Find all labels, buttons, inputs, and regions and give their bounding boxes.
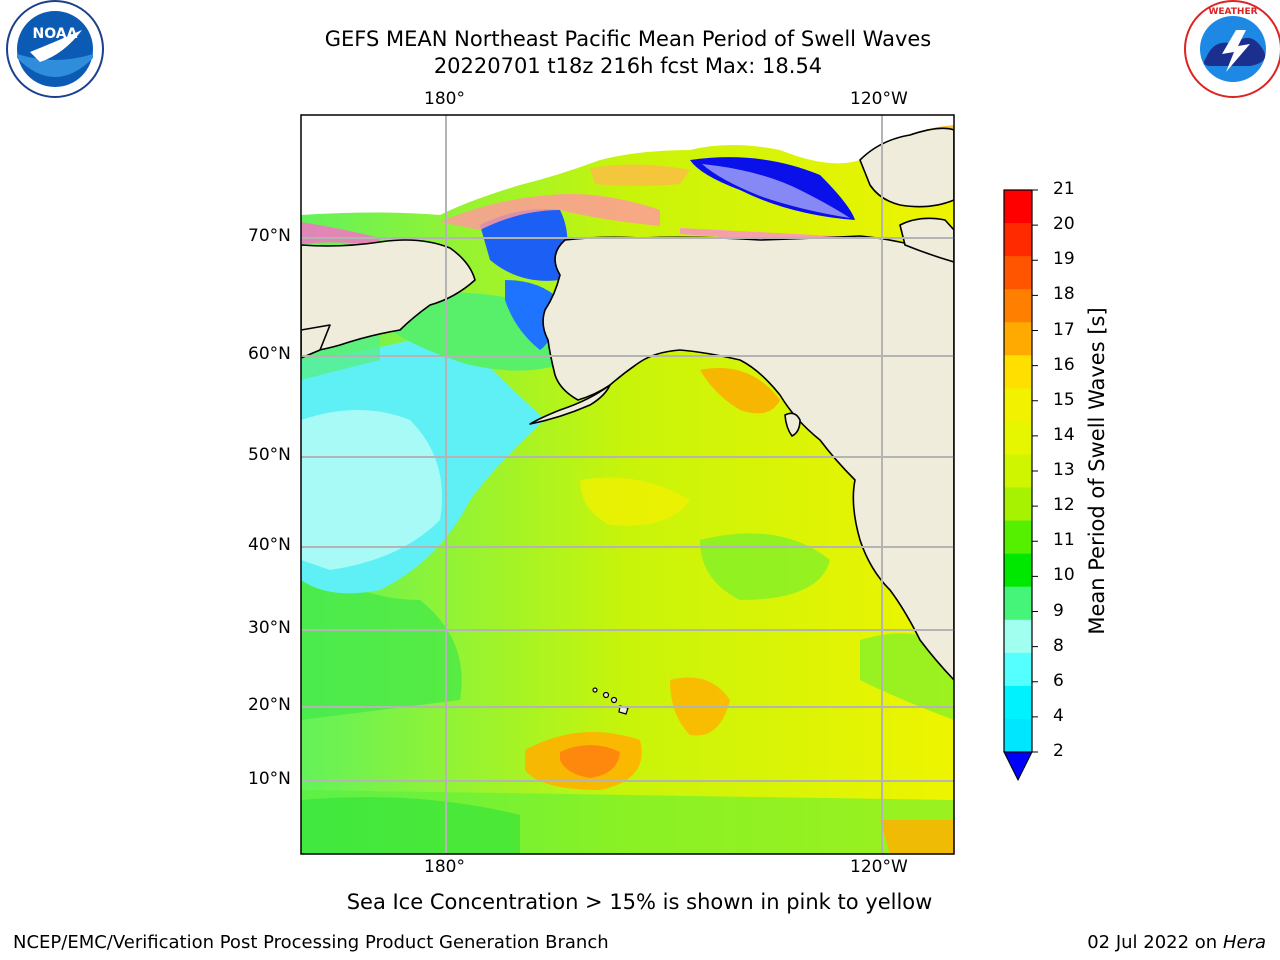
land-masses: [301, 127, 954, 681]
lon-label-top-120w: 120°W: [850, 89, 908, 109]
colorbar-segment: [1004, 553, 1032, 588]
lat-label-30n: 30°N: [248, 618, 291, 638]
colorbar-segment: [1004, 388, 1032, 422]
colorbar-tick-label: 21: [1053, 179, 1075, 199]
colorbar-segment: [1004, 685, 1032, 720]
colorbar-tick-label: 16: [1053, 354, 1075, 375]
noaa-logo: NOAA: [6, 0, 104, 98]
lat-label-40n: 40°N: [248, 535, 291, 555]
colorbar-tick-label: 12: [1053, 495, 1075, 516]
colorbar-segment: [1004, 619, 1032, 654]
map-frame: [300, 114, 955, 855]
colorbar-tick-label: 8: [1053, 635, 1064, 656]
colorbar-tick-label: 11: [1053, 530, 1075, 551]
lon-label-bottom-120w: 120°W: [850, 857, 908, 877]
lon-label-bottom-180: 180°: [424, 857, 465, 877]
colorbar-tick-label: 19: [1053, 249, 1075, 270]
colorbar-segment: [1004, 454, 1032, 489]
footer-date: 02 Jul 2022 on Hera: [1087, 932, 1266, 953]
colorbar: [1003, 189, 1038, 782]
colorbar-tick-label: 9: [1053, 600, 1064, 621]
colorbar-tick-label: 4: [1053, 705, 1064, 726]
lat-label-10n: 10°N: [248, 769, 291, 789]
map-panel: [301, 115, 954, 854]
colorbar-tick-label: 20: [1053, 214, 1075, 235]
nws-logo: WEATHER: [1184, 0, 1280, 98]
footer-branch: NCEP/EMC/Verification Post Processing Pr…: [13, 932, 609, 953]
colorbar-label: Mean Period of Swell Waves [s]: [1085, 307, 1109, 635]
colorbar-segment: [1004, 520, 1032, 555]
footer-host: Hera: [1222, 932, 1266, 953]
colorbar-segment: [1004, 223, 1032, 257]
title-line-1: GEFS MEAN Northeast Pacific Mean Period …: [324, 27, 932, 51]
lat-label-70n: 70°N: [248, 226, 291, 246]
lat-label-60n: 60°N: [248, 344, 291, 364]
colorbar-tick-label: 14: [1053, 424, 1075, 445]
lon-label-top-180: 180°: [424, 89, 465, 109]
graticule: [301, 115, 954, 854]
lat-label-20n: 20°N: [248, 695, 291, 715]
colorbar-segment: [1004, 652, 1032, 687]
colorbar-extend-arrow: [1003, 751, 1033, 782]
colorbar-segment: [1004, 190, 1032, 224]
svg-text:WEATHER: WEATHER: [1208, 7, 1257, 17]
colorbar-segment: [1004, 586, 1032, 621]
colorbar-segment: [1004, 421, 1032, 455]
sea-ice-note: Sea Ice Concentration > 15% is shown in …: [346, 890, 933, 914]
colorbar-tick-label: 2: [1053, 741, 1064, 761]
colorbar-tick-label: 18: [1053, 284, 1075, 305]
colorbar-segment: [1004, 355, 1032, 389]
colorbar-segment: [1004, 718, 1032, 753]
colorbar-segment: [1004, 289, 1032, 323]
noaa-logo-text: NOAA: [33, 26, 78, 42]
colorbar-segment: [1004, 256, 1032, 290]
colorbar-segment: [1004, 322, 1032, 356]
colorbar-tick-label: 10: [1053, 565, 1075, 586]
colorbar-tick-label: 6: [1053, 670, 1064, 691]
colorbar-tick-label: 13: [1053, 460, 1075, 480]
colorbar-segment: [1004, 487, 1032, 522]
colorbar-tick-label: 17: [1053, 319, 1075, 340]
colorbar-tick-label: 15: [1053, 389, 1075, 410]
lat-label-50n: 50°N: [248, 445, 291, 465]
title-line-2: 20220701 t18z 216h fcst Max: 18.54: [433, 54, 823, 78]
footer-date-text: 02 Jul 2022 on: [1087, 932, 1223, 953]
